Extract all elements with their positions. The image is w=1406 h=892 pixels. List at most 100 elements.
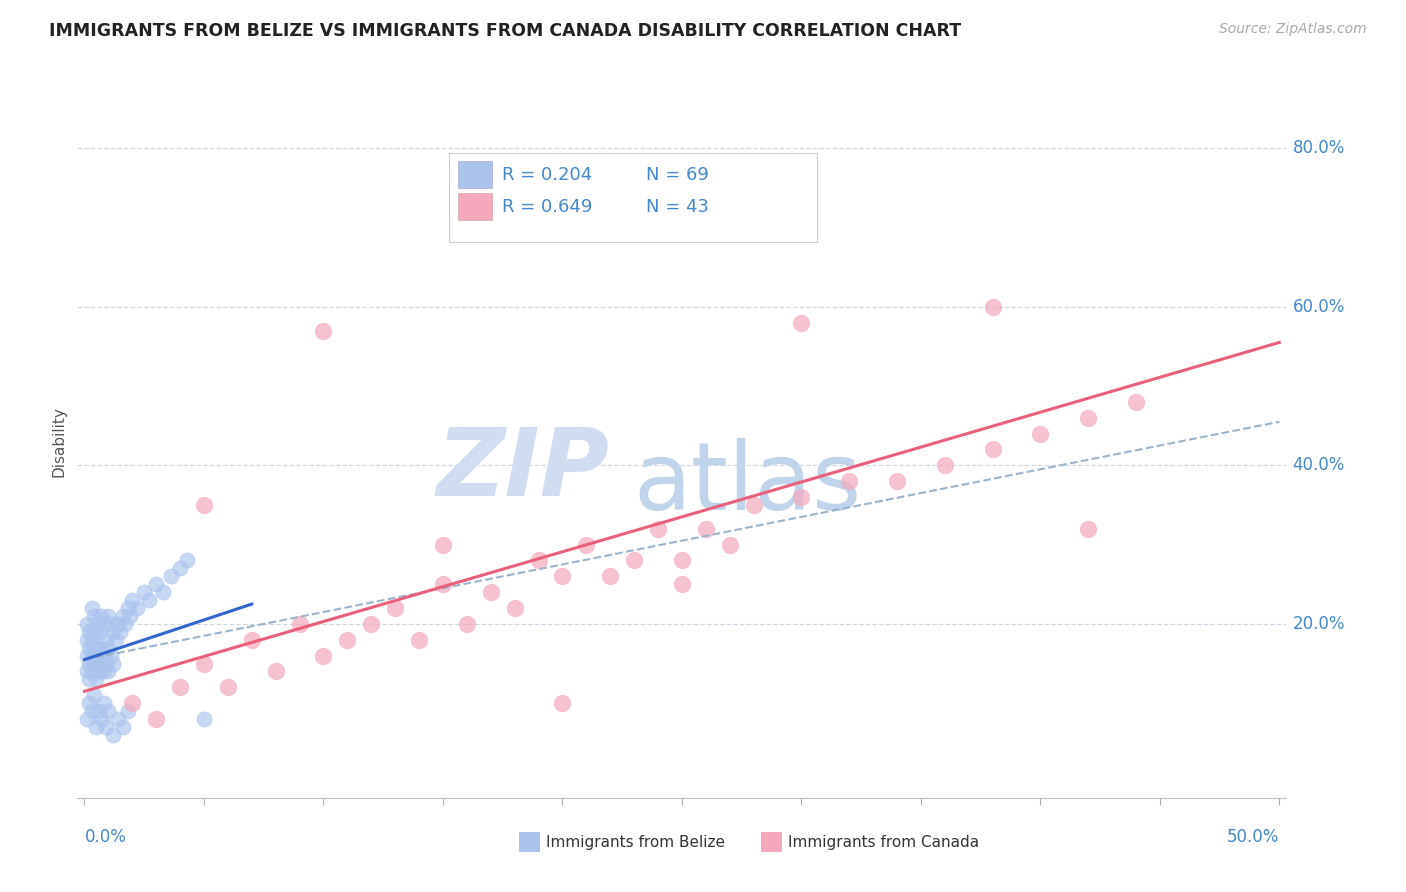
Point: [90, 712, 112, 726]
Bar: [458, 194, 492, 220]
Point: [1029, 426, 1052, 441]
Point: [145, 577, 167, 591]
Point: [432, 538, 454, 552]
Point: [83, 688, 105, 702]
Text: Immigrants from Canada: Immigrants from Canada: [789, 835, 980, 850]
Point: [336, 632, 359, 647]
FancyBboxPatch shape: [449, 153, 817, 242]
Point: [100, 648, 122, 663]
Point: [145, 712, 167, 726]
Point: [647, 522, 669, 536]
Text: 80.0%: 80.0%: [1292, 139, 1346, 157]
Text: 0.0%: 0.0%: [84, 829, 127, 847]
Point: [83, 624, 105, 639]
Point: [790, 316, 813, 330]
Bar: [458, 161, 492, 188]
Point: [671, 577, 693, 591]
Point: [1077, 410, 1099, 425]
Point: [1125, 395, 1147, 409]
Text: 40.0%: 40.0%: [1292, 457, 1346, 475]
Point: [111, 720, 134, 734]
Point: [479, 585, 502, 599]
Point: [118, 609, 141, 624]
Point: [86, 720, 108, 734]
Point: [312, 648, 335, 663]
Text: Immigrants from Belize: Immigrants from Belize: [547, 835, 725, 850]
Point: [1077, 522, 1099, 536]
Text: ZIP: ZIP: [436, 424, 609, 516]
Point: [97, 640, 120, 655]
Point: [83, 657, 105, 671]
Point: [117, 601, 139, 615]
Point: [169, 681, 191, 695]
Point: [886, 474, 908, 488]
Point: [77, 696, 100, 710]
Point: [87, 624, 110, 639]
Point: [718, 538, 741, 552]
Point: [217, 681, 239, 695]
Point: [107, 616, 129, 631]
Point: [80, 632, 103, 647]
Point: [86, 657, 108, 671]
Point: [90, 640, 112, 655]
Point: [551, 569, 574, 583]
Point: [76, 648, 98, 663]
Point: [134, 585, 156, 599]
Point: [114, 616, 136, 631]
Point: [193, 657, 215, 671]
Point: [104, 632, 127, 647]
Bar: [519, 832, 540, 852]
Point: [77, 657, 100, 671]
Point: [86, 640, 108, 655]
Point: [981, 300, 1004, 314]
Point: [742, 498, 765, 512]
Text: R = 0.649: R = 0.649: [502, 198, 592, 216]
Point: [121, 696, 143, 710]
Text: R = 0.204: R = 0.204: [502, 166, 592, 184]
Point: [193, 498, 215, 512]
Point: [83, 609, 105, 624]
Point: [107, 712, 129, 726]
Point: [599, 569, 621, 583]
Point: [94, 632, 117, 647]
Point: [93, 665, 115, 679]
Y-axis label: Disability: Disability: [51, 406, 66, 477]
Point: [838, 474, 860, 488]
Point: [360, 616, 382, 631]
Point: [94, 657, 117, 671]
Point: [671, 553, 693, 567]
Point: [94, 720, 117, 734]
Point: [312, 324, 335, 338]
Point: [80, 648, 103, 663]
Point: [93, 648, 115, 663]
Point: [76, 616, 98, 631]
Point: [86, 673, 108, 687]
Point: [503, 601, 526, 615]
Point: [97, 704, 120, 718]
Point: [97, 609, 120, 624]
Point: [623, 553, 645, 567]
Point: [80, 601, 103, 615]
Point: [80, 704, 103, 718]
Point: [125, 601, 148, 615]
Point: [117, 704, 139, 718]
Point: [456, 616, 478, 631]
Point: [101, 624, 124, 639]
Point: [152, 585, 174, 599]
Point: [110, 624, 132, 639]
Point: [87, 704, 110, 718]
Point: [408, 632, 430, 647]
Point: [384, 601, 406, 615]
Point: [93, 616, 115, 631]
Point: [121, 593, 143, 607]
Point: [77, 624, 100, 639]
Point: [176, 553, 198, 567]
Point: [87, 665, 110, 679]
Point: [76, 712, 98, 726]
Point: [90, 657, 112, 671]
Point: [551, 696, 574, 710]
Point: [695, 522, 717, 536]
Text: 20.0%: 20.0%: [1292, 615, 1346, 633]
Point: [90, 609, 112, 624]
Point: [87, 648, 110, 663]
